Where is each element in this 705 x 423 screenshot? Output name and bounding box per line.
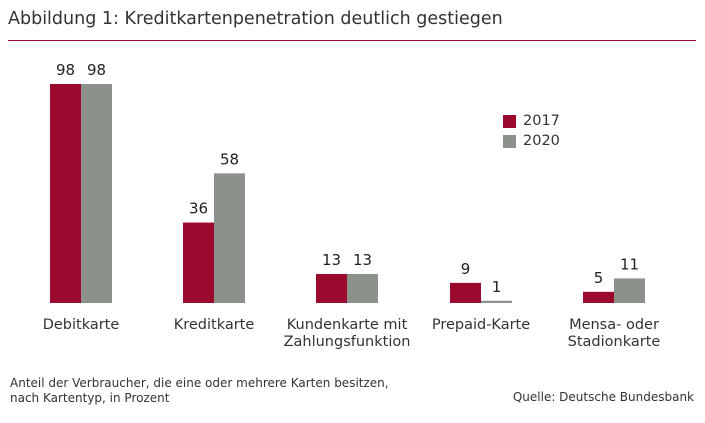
category-label-line: Prepaid-Karte: [431, 317, 531, 333]
category-label-line: Zahlungsfunktion: [283, 334, 411, 350]
data-label-2017-1: 36: [189, 200, 208, 218]
data-label-2020-4: 11: [620, 255, 639, 273]
note-line-2: nach Kartentyp, in Prozent: [10, 391, 170, 405]
chart-note: Anteil der Verbraucher, die eine oder me…: [10, 376, 389, 406]
data-label-2020-2: 13: [353, 251, 372, 269]
legend-swatch-2020: [503, 134, 516, 148]
data-label-2017-4: 5: [594, 269, 604, 287]
category-label-line: Debitkarte: [42, 317, 120, 333]
bar-2017-1: [183, 222, 214, 303]
data-label-2020-3: 1: [492, 278, 502, 296]
bar-2020-0: [81, 84, 112, 303]
data-label-2017-0: 98: [56, 61, 75, 79]
bar-2020-1: [214, 173, 245, 303]
legend-label-2020: 2020: [523, 133, 560, 149]
category-label-line: Stadionkarte: [567, 334, 661, 350]
title-divider: [8, 40, 696, 41]
legend-label-2017: 2017: [523, 113, 560, 129]
category-label-line: Kundenkarte mit: [286, 317, 408, 333]
data-label-2017-2: 13: [322, 251, 341, 269]
legend-item-2017: 2017: [503, 112, 560, 130]
data-label-2020-0: 98: [87, 61, 106, 79]
category-label-0: Debitkarte: [1, 317, 161, 334]
chart-title: Abbildung 1: Kreditkartenpenetration deu…: [8, 9, 503, 29]
category-label-4: Mensa- oder Stadionkarte: [534, 317, 694, 351]
category-label-2: Kundenkarte mit Zahlungsfunktion: [267, 317, 427, 351]
source-credit: Quelle: Deutsche Bundesbank: [512, 390, 694, 404]
bar-2020-4: [614, 278, 645, 303]
category-label-1: Kreditkarte: [134, 317, 294, 334]
data-label-2020-1: 58: [220, 150, 239, 168]
category-label-line: Mensa- oder: [569, 317, 659, 333]
category-label-line: Kreditkarte: [173, 317, 255, 333]
legend-item-2020: 2020: [503, 132, 560, 150]
bar-2017-4: [583, 291, 614, 303]
note-line-1: Anteil der Verbraucher, die eine oder me…: [10, 376, 389, 390]
bar-2020-2: [347, 273, 378, 303]
legend-swatch-2017: [503, 114, 516, 128]
bar-2017-0: [50, 84, 81, 303]
bar-2017-2: [316, 273, 347, 303]
category-label-3: Prepaid-Karte: [401, 317, 561, 334]
data-label-2017-3: 9: [461, 260, 471, 278]
bar-2017-3: [450, 282, 481, 303]
bar-2020-3: [481, 300, 512, 303]
